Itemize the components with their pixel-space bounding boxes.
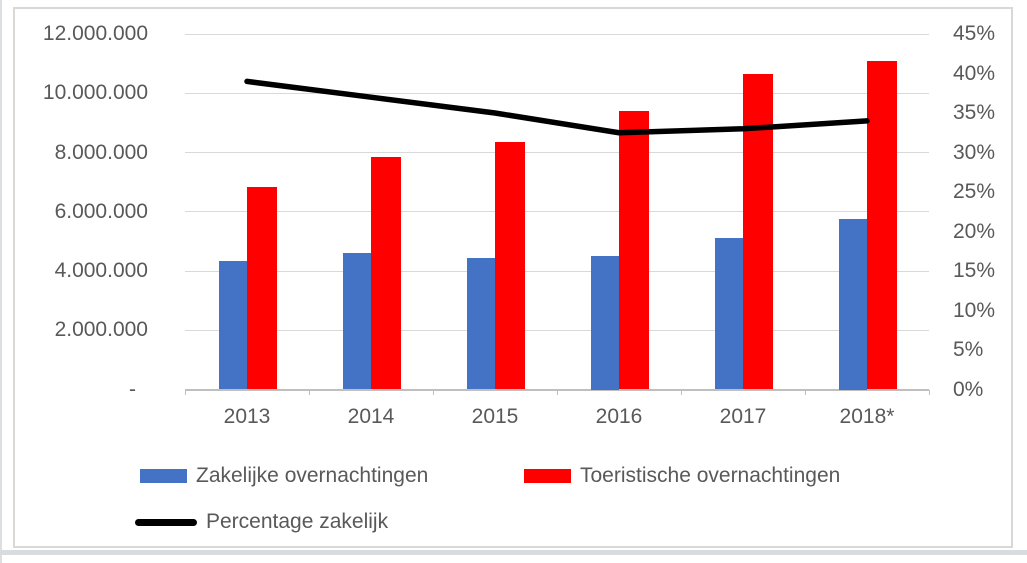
x-axis-category-label: 2016 [595,405,643,428]
right-axis-tick-label: 10% [953,298,996,322]
legend-swatch-toeristische [524,469,571,483]
left-axis-tick-label: 2.000.000 [54,318,148,342]
x-axis-category-label: 2017 [719,405,767,428]
bar-toeristische-2015 [495,142,525,390]
legend-label: Zakelijke overnachtingen [196,464,429,487]
x-axis-category-label: 2018* [839,405,895,428]
right-axis-tick-label: 25% [953,180,996,203]
right-axis-tick-label: 15% [953,259,996,282]
left-axis-tick-label: 10.000.000 [42,81,148,105]
bar-zakelijke-2016 [591,256,619,390]
x-axis-category-label: 2015 [471,405,519,428]
right-axis-tick-label: 0% [953,377,984,401]
legend-swatch-zakelijke [140,469,187,483]
x-axis-category-label: 2013 [223,405,271,428]
x-axis-tick [433,389,434,395]
legend-label: Percentage zakelijk [206,510,389,533]
left-axis-tick-label: 8.000.000 [54,140,148,164]
bar-toeristische-2016 [619,111,649,390]
x-axis-tick [185,389,186,395]
gridline [185,270,929,272]
gridline [185,211,929,213]
gridline [185,92,929,94]
legend-label: Toeristische overnachtingen [580,464,841,487]
left-axis-tick-label: 12.000.000 [42,22,148,45]
left-axis-tick-label: - [129,377,136,401]
bar-toeristische-2018* [867,60,897,390]
bar-toeristische-2017 [743,73,773,390]
bar-zakelijke-2018* [839,219,867,390]
x-axis-tick [929,389,930,395]
x-axis-category-label: 2014 [347,405,395,428]
screenshot-left-edge [0,0,2,563]
left-axis-tick-label: 6.000.000 [54,199,148,223]
x-axis-tick [309,389,310,395]
right-axis-tick-label: 30% [953,140,996,164]
bar-zakelijke-2014 [343,253,371,390]
legend-item-zakelijke-overnachtingen: Zakelijke overnachtingen [140,463,428,489]
legend-item-percentage-zakelijk: Percentage zakelijk [135,509,388,535]
right-axis-tick-label: 20% [953,219,996,243]
bar-toeristische-2013 [247,186,277,390]
bar-zakelijke-2017 [715,238,743,390]
right-axis-tick-label: 40% [953,61,996,85]
x-axis-tick [805,389,806,395]
bar-zakelijke-2013 [219,260,247,390]
x-axis-tick [557,389,558,395]
gridline [185,33,929,35]
legend-swatch-percentage-line [135,518,197,526]
left-axis-tick-label: 4.000.000 [54,259,148,282]
right-axis-tick-label: 35% [953,101,996,124]
gridline [185,152,929,153]
right-axis-tick-label: 45% [953,22,996,45]
legend-item-toeristische-overnachtingen: Toeristische overnachtingen [524,463,840,489]
bar-zakelijke-2015 [467,257,495,390]
gridline [185,329,929,331]
x-axis-tick [681,389,682,395]
right-axis-tick-label: 5% [953,338,984,361]
screenshot-bottom-edge [0,550,1027,555]
bar-toeristische-2014 [371,156,401,390]
